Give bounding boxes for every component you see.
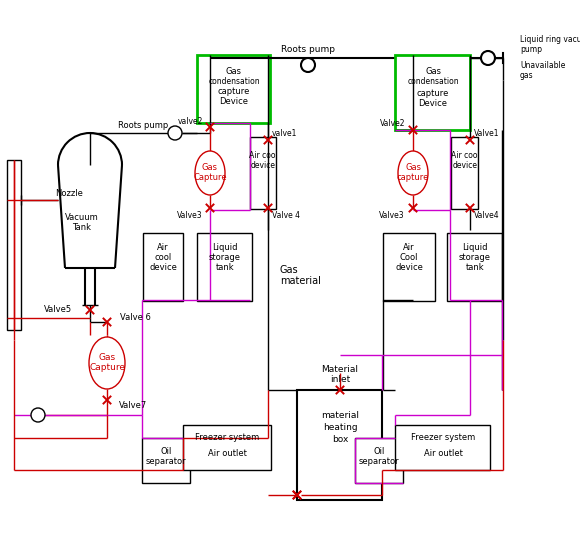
Circle shape bbox=[301, 58, 315, 72]
Text: Air outlet: Air outlet bbox=[208, 448, 246, 458]
Text: Material: Material bbox=[321, 366, 358, 374]
Ellipse shape bbox=[398, 151, 428, 195]
Text: Valve3: Valve3 bbox=[177, 210, 203, 220]
Text: Air: Air bbox=[403, 243, 415, 253]
Bar bbox=[7, 160, 21, 330]
Bar bbox=[197, 55, 270, 123]
Bar bbox=[395, 55, 470, 130]
Text: Gas: Gas bbox=[405, 163, 421, 173]
Text: device: device bbox=[395, 264, 423, 272]
Text: Gas: Gas bbox=[99, 353, 115, 362]
Bar bbox=[355, 438, 403, 483]
Text: valve1: valve1 bbox=[272, 129, 298, 139]
Circle shape bbox=[168, 126, 182, 140]
Text: Valve1: Valve1 bbox=[474, 129, 499, 139]
Bar bbox=[447, 233, 502, 301]
Text: capture: capture bbox=[218, 87, 250, 95]
Text: device: device bbox=[149, 264, 177, 272]
Text: Gas: Gas bbox=[226, 66, 242, 76]
Text: Air cool: Air cool bbox=[451, 151, 480, 159]
Text: tank: tank bbox=[466, 264, 484, 272]
Text: Air cool: Air cool bbox=[249, 151, 277, 159]
Text: Freezer system: Freezer system bbox=[411, 433, 475, 442]
Text: Gas: Gas bbox=[202, 163, 218, 173]
Text: Valve7: Valve7 bbox=[119, 402, 147, 410]
Text: valve2: valve2 bbox=[177, 117, 203, 125]
Text: Valve3: Valve3 bbox=[379, 210, 405, 220]
Text: tank: tank bbox=[216, 264, 234, 272]
Text: Valve4: Valve4 bbox=[474, 210, 499, 220]
Text: Freezer system: Freezer system bbox=[195, 433, 259, 442]
Text: Unavailable: Unavailable bbox=[520, 60, 566, 70]
Text: Liquid ring vacuum: Liquid ring vacuum bbox=[520, 36, 580, 44]
Text: gas: gas bbox=[520, 71, 534, 79]
Text: Valve 6: Valve 6 bbox=[120, 313, 151, 323]
Bar bbox=[383, 233, 435, 301]
Bar bbox=[250, 137, 276, 209]
Text: Cool: Cool bbox=[400, 254, 418, 262]
Ellipse shape bbox=[195, 151, 225, 195]
Text: separator: separator bbox=[358, 456, 399, 465]
Text: condensation: condensation bbox=[407, 77, 459, 87]
Text: box: box bbox=[332, 435, 348, 443]
Bar bbox=[183, 425, 271, 470]
Text: Liquid: Liquid bbox=[212, 243, 238, 253]
Text: Air: Air bbox=[157, 243, 169, 253]
Bar bbox=[142, 438, 190, 483]
Text: material: material bbox=[280, 276, 321, 286]
Text: Valve 4: Valve 4 bbox=[272, 210, 300, 220]
Text: storage: storage bbox=[209, 254, 241, 262]
Text: storage: storage bbox=[459, 254, 491, 262]
Text: Capture: Capture bbox=[193, 174, 227, 182]
Text: Liquid: Liquid bbox=[462, 243, 488, 253]
Text: separator: separator bbox=[146, 456, 186, 465]
Text: Oil: Oil bbox=[374, 447, 385, 455]
Bar bbox=[395, 425, 490, 470]
Text: Gas: Gas bbox=[425, 66, 441, 76]
Text: Roots pump: Roots pump bbox=[281, 45, 335, 54]
Text: Vacuum: Vacuum bbox=[65, 214, 99, 222]
Text: Nozzle: Nozzle bbox=[55, 190, 83, 198]
Text: Oil: Oil bbox=[160, 447, 172, 455]
Text: Valve5: Valve5 bbox=[44, 305, 72, 315]
Text: capture: capture bbox=[417, 88, 449, 98]
Text: Device: Device bbox=[419, 100, 448, 109]
Text: Roots pump: Roots pump bbox=[118, 121, 168, 129]
Text: Device: Device bbox=[219, 96, 248, 106]
Text: pump: pump bbox=[520, 45, 542, 54]
Text: Gas: Gas bbox=[280, 265, 299, 275]
Text: material: material bbox=[321, 410, 359, 420]
Text: cool: cool bbox=[154, 254, 172, 262]
Text: Valve2: Valve2 bbox=[379, 119, 405, 128]
Circle shape bbox=[481, 51, 495, 65]
Bar bbox=[297, 390, 382, 500]
Text: inlet: inlet bbox=[330, 375, 350, 385]
Circle shape bbox=[31, 408, 45, 422]
Text: Capture: Capture bbox=[89, 363, 125, 373]
Text: Tank: Tank bbox=[72, 224, 92, 232]
Ellipse shape bbox=[89, 337, 125, 389]
Text: device: device bbox=[452, 161, 477, 169]
Text: device: device bbox=[251, 161, 276, 169]
Text: heating: heating bbox=[322, 423, 357, 431]
Bar bbox=[143, 233, 183, 301]
Bar bbox=[451, 137, 478, 209]
Text: capture: capture bbox=[397, 174, 429, 182]
Text: condensation: condensation bbox=[208, 77, 260, 85]
Bar bbox=[197, 233, 252, 301]
Text: Air outlet: Air outlet bbox=[423, 448, 462, 458]
